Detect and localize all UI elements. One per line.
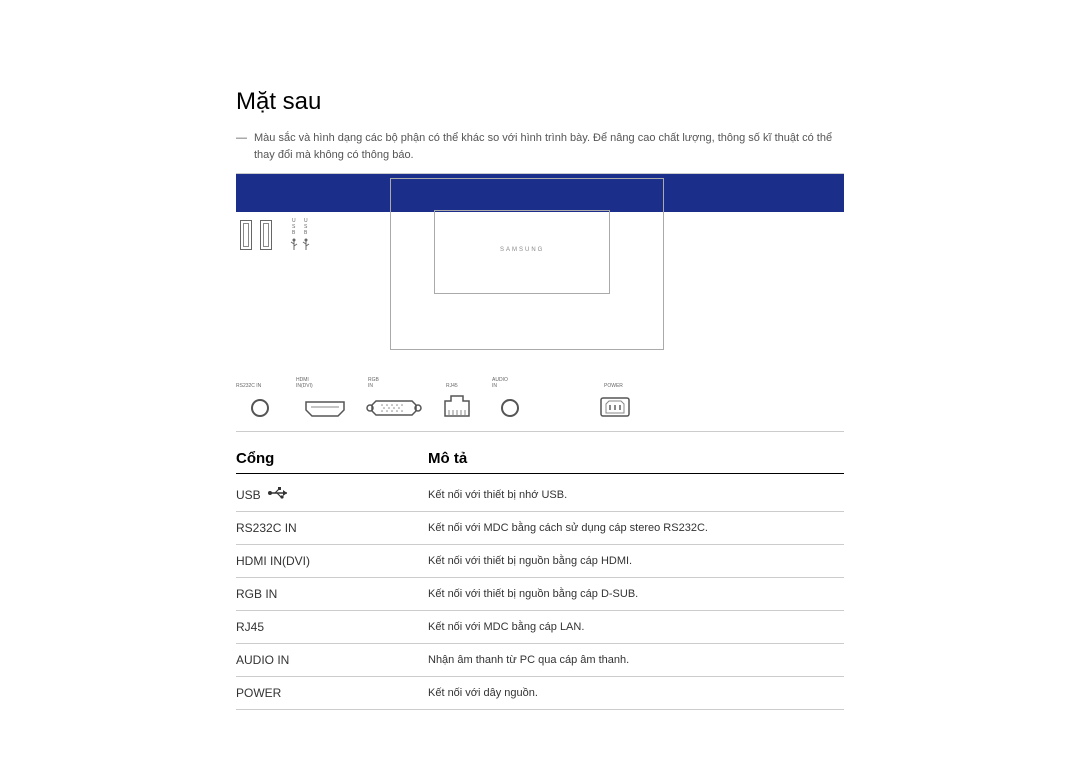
note-text: Màu sắc và hình dạng các bộ phận có thể … [254,130,844,163]
note-line: ― Màu sắc và hình dạng các bộ phận có th… [236,130,844,163]
table-row: RGB IN Kết nối với thiết bị nguồn bằng c… [236,578,844,611]
rear-diagram: SAMSUNG USB USB RS232C IN HDMI IN(DVI) R… [236,174,844,432]
vga-port-icon [366,399,422,417]
usb-icon-small-1 [290,238,298,252]
port-label-rs232c: RS232C IN [236,383,286,389]
usb-label-2: USB [304,218,308,236]
port-desc: Kết nối với thiết bị nhớ USB. [428,487,844,502]
usb-label-1: USB [292,218,296,236]
table-row: POWER Kết nối với dây nguồn. [236,677,844,710]
hdmi-port-icon [305,401,345,417]
port-name: RS232C IN [236,521,428,535]
port-label-hdmi: HDMI IN(DVI) [296,377,313,389]
usb-icon [267,487,289,502]
page-title: Mặt sau [236,88,844,116]
brand-label: SAMSUNG [500,247,544,253]
table-row: RS232C IN Kết nối với MDC bằng cách sử d… [236,512,844,545]
port-table-header: Cổng Mô tả [236,450,844,474]
usb-port-2 [260,220,272,250]
port-name-usb: USB [236,487,428,502]
port-desc: Kết nối với thiết bị nguồn bằng cáp D-SU… [428,587,844,601]
port-desc: Kết nối với thiết bị nguồn bằng cáp HDMI… [428,554,844,568]
port-desc: Kết nối với MDC bằng cách sử dụng cáp st… [428,521,844,535]
power-port-icon [600,397,630,417]
port-label-power: POWER [604,383,623,389]
port-label-audio: AUDIO IN [492,377,508,389]
port-name: RGB IN [236,587,428,601]
audio-jack-icon [501,399,519,417]
port-desc: Kết nối với dây nguồn. [428,686,844,700]
table-row: HDMI IN(DVI) Kết nối với thiết bị nguồn … [236,545,844,578]
header-port: Cổng [236,450,428,467]
rj45-port-icon [444,395,470,417]
note-dash: ― [236,130,254,163]
usb-icon-small-2 [302,238,310,252]
port-desc: Kết nối với MDC bằng cáp LAN. [428,620,844,634]
usb-port-1 [240,220,252,250]
port-name: POWER [236,686,428,700]
port-table: Cổng Mô tả USB Kết nối với thiết bị nhớ … [236,450,844,710]
port-name: RJ45 [236,620,428,634]
header-desc: Mô tả [428,450,844,467]
port-desc: Nhận âm thanh từ PC qua cáp âm thanh. [428,653,844,667]
table-row: RJ45 Kết nối với MDC bằng cáp LAN. [236,611,844,644]
port-name: HDMI IN(DVI) [236,554,428,568]
port-label-rj45: RJ45 [446,383,458,389]
port-name: AUDIO IN [236,653,428,667]
rs232c-jack-icon [251,399,269,417]
table-row: AUDIO IN Nhận âm thanh từ PC qua cáp âm … [236,644,844,677]
port-label-rgb: RGB IN [368,377,379,389]
table-row: USB Kết nối với thiết bị nhớ USB. [236,478,844,512]
